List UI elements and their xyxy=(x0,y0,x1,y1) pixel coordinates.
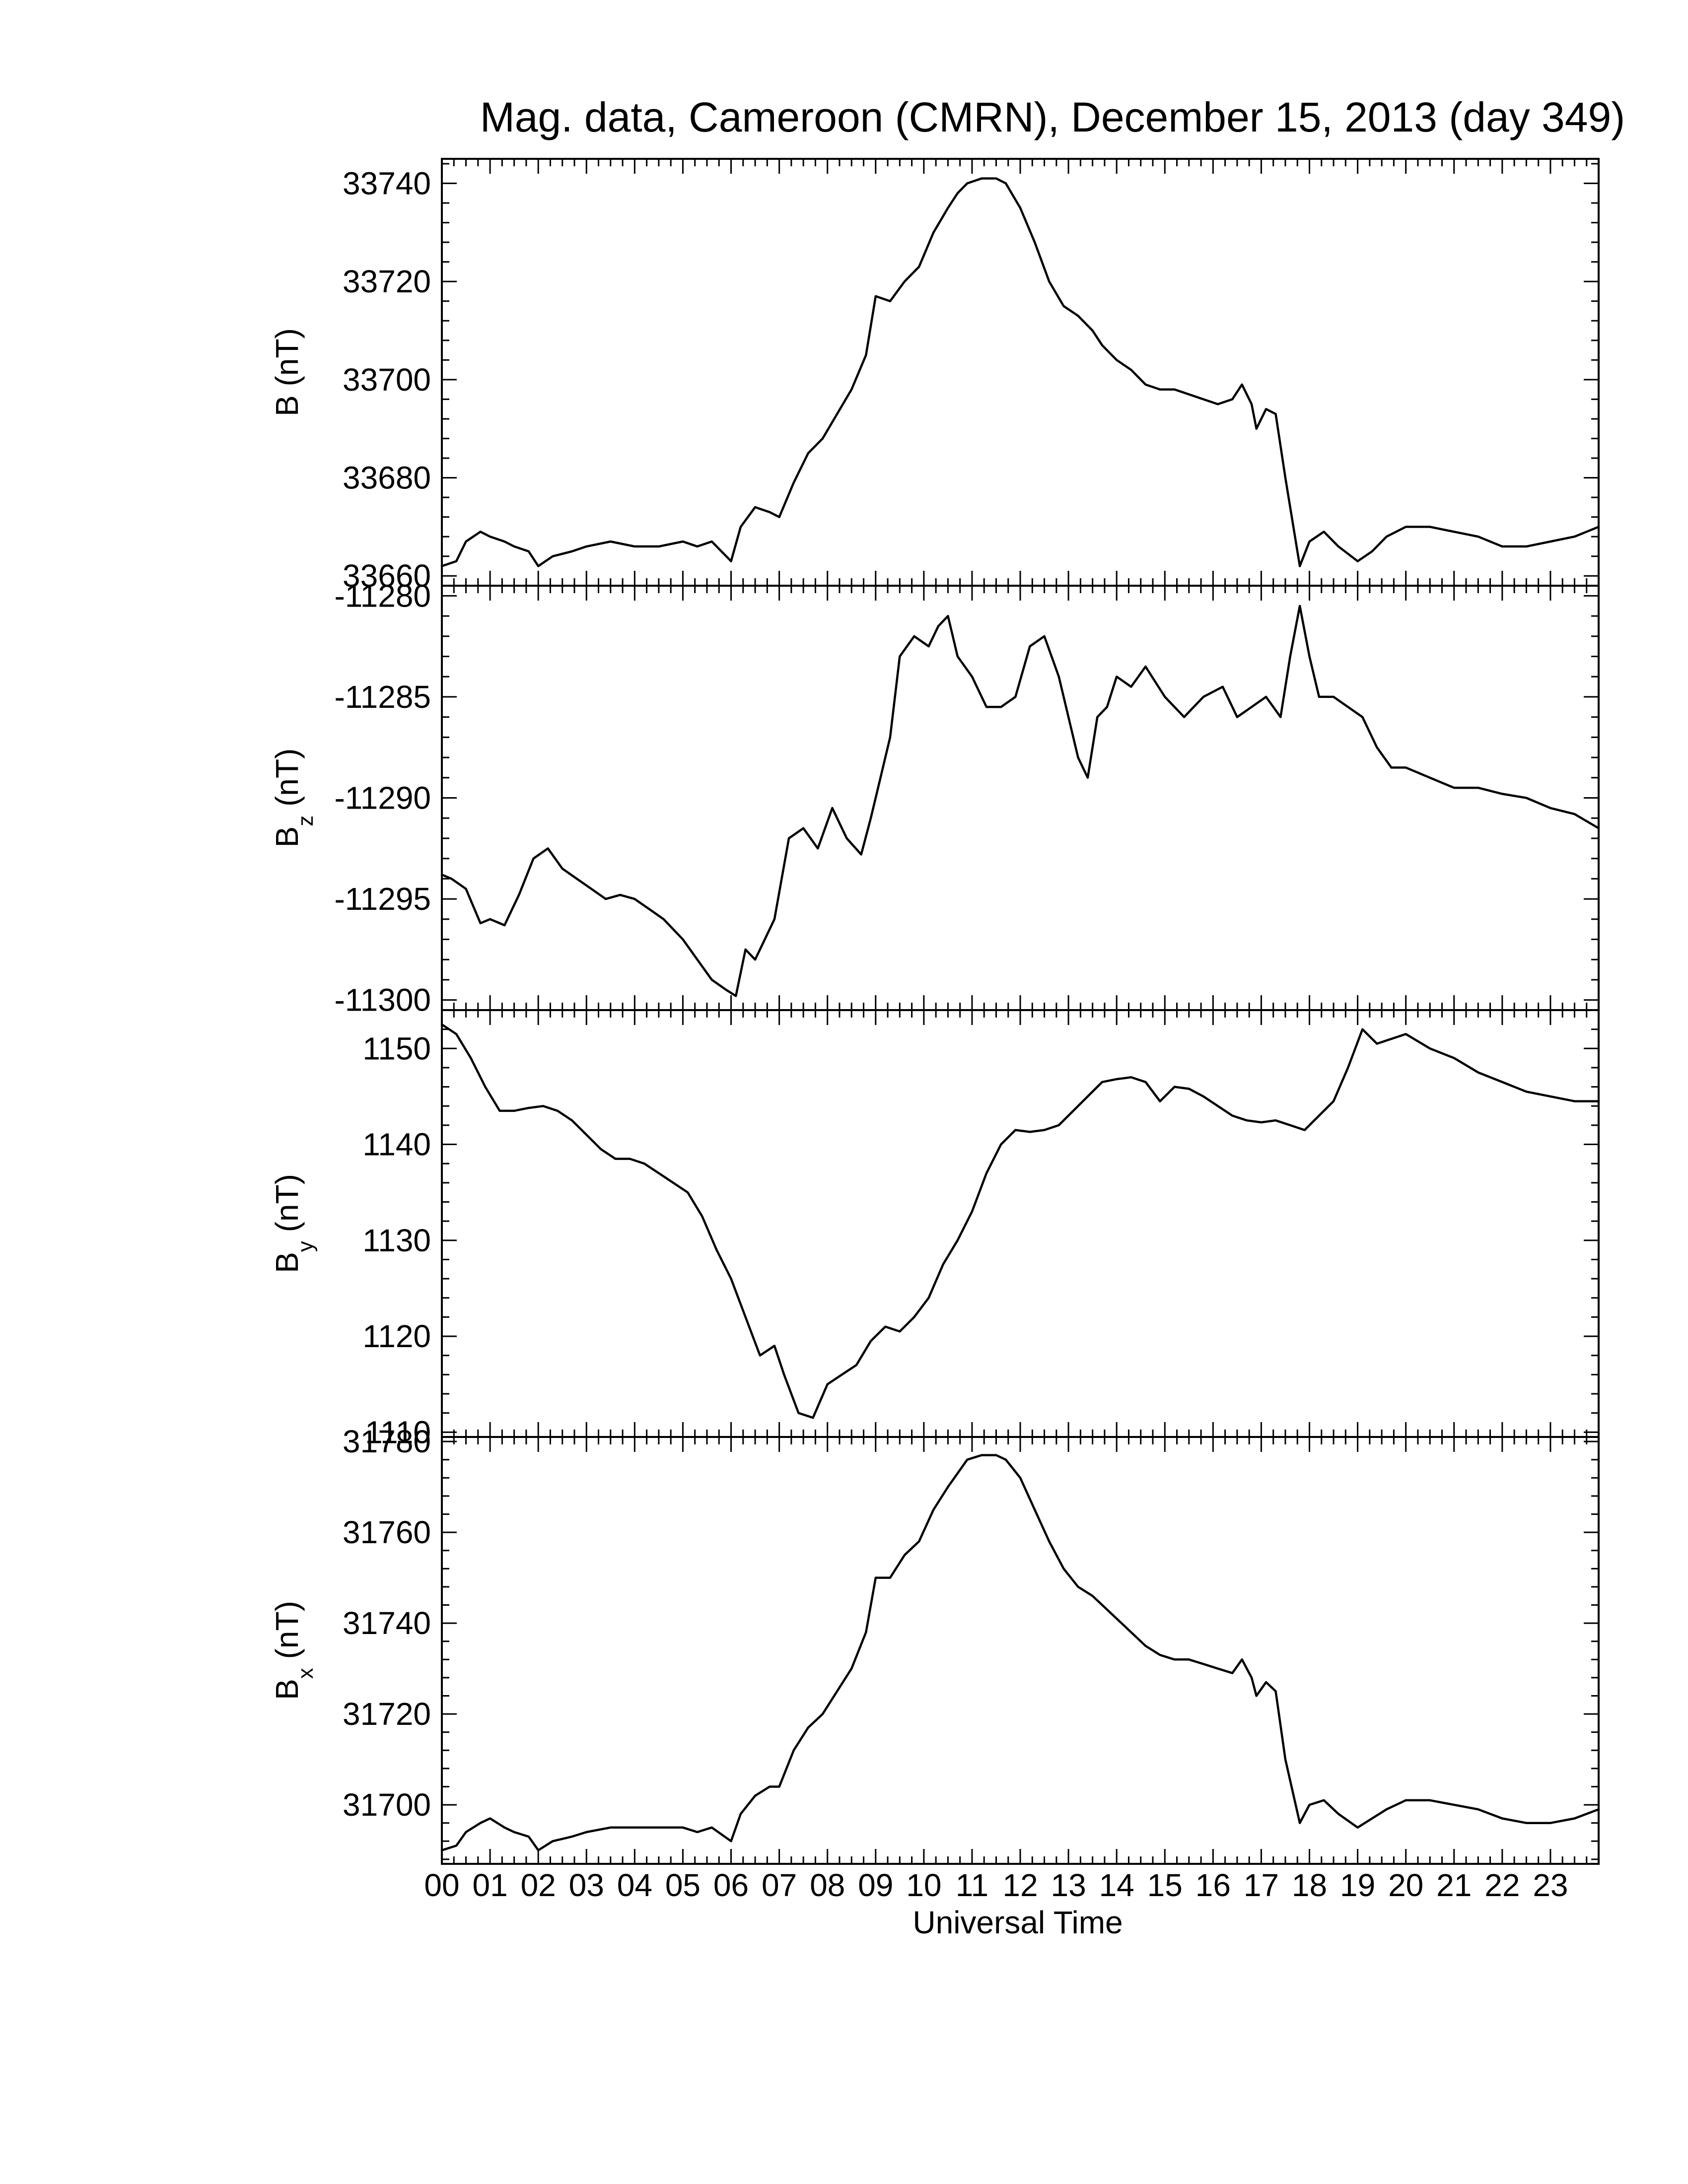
y-tick-label: 31760 xyxy=(343,1514,431,1550)
y-tick-label: 1150 xyxy=(362,1030,431,1066)
x-tick-label: 21 xyxy=(1436,1867,1472,1903)
x-tick-label: 13 xyxy=(1051,1867,1086,1903)
series-line-By xyxy=(440,1023,1600,1419)
x-tick-label: 20 xyxy=(1388,1867,1423,1903)
panel-Bx: 31700 31720 31740 31760 31780 Bx (nT) xyxy=(269,1424,1600,1865)
x-tick-label: 08 xyxy=(810,1867,845,1903)
x-tick-label: 04 xyxy=(617,1867,652,1903)
y-tick-label: -11290 xyxy=(334,780,431,816)
y-axis-title: Bx (nT) xyxy=(269,1601,318,1700)
y-tick-label: -11280 xyxy=(334,578,431,614)
x-tick-label: 17 xyxy=(1244,1867,1279,1903)
x-tick-label: 23 xyxy=(1533,1867,1568,1903)
y-tick-label: 33720 xyxy=(343,264,431,299)
y-tick-label: 31740 xyxy=(343,1605,431,1641)
x-tick-label: 16 xyxy=(1196,1867,1231,1903)
x-axis-tick-labels: 00 01 02 03 04 05 06 07 08 09 10 11 12 13 14 15 16 17 18 19… xyxy=(424,1867,1568,1903)
x-tick-label: 19 xyxy=(1340,1867,1375,1903)
x-tick-label: 06 xyxy=(713,1867,749,1903)
x-tick-label: 22 xyxy=(1484,1867,1520,1903)
x-tick-label: 02 xyxy=(521,1867,556,1903)
x-tick-label: 11 xyxy=(956,1867,988,1903)
x-tick-label: 18 xyxy=(1292,1867,1327,1903)
y-tick-label: 31720 xyxy=(343,1696,431,1732)
x-tick-label: 09 xyxy=(858,1867,893,1903)
plot-frame xyxy=(441,1009,1600,1438)
y-tick-label: 1110 xyxy=(365,1414,431,1450)
y-tick-label: 33740 xyxy=(343,165,431,201)
x-tick-label: 15 xyxy=(1147,1867,1183,1903)
x-axis-label: Universal Time xyxy=(913,1905,1123,1940)
y-tick-label: 33660 xyxy=(343,558,431,594)
y-tick-label: 33680 xyxy=(343,460,431,496)
x-tick-label: 00 xyxy=(424,1867,459,1903)
y-axis-title: By (nT) xyxy=(269,1174,318,1273)
panel-B: 33660 33680 33700 33720 33740 B (nT) xyxy=(269,158,1600,594)
x-tick-label: 10 xyxy=(906,1867,941,1903)
panel-By: 1110 1120 1130 1140 1150 By (nT) xyxy=(269,1009,1600,1450)
x-tick-label: 14 xyxy=(1099,1867,1134,1903)
x-tick-label: 07 xyxy=(762,1867,797,1903)
y-tick-label: 1140 xyxy=(362,1127,431,1162)
series-line-Bx xyxy=(440,1454,1600,1851)
series-line-Bz xyxy=(440,605,1600,997)
x-tick-label: 03 xyxy=(569,1867,604,1903)
y-tick-label: -11300 xyxy=(334,982,431,1018)
y-tick-label: 33700 xyxy=(343,362,431,398)
y-axis-title: B (nT) xyxy=(269,328,305,416)
plot-frame xyxy=(441,585,1600,1011)
x-tick-label: 01 xyxy=(472,1867,507,1903)
y-tick-label: 31780 xyxy=(343,1424,431,1459)
plot-frame xyxy=(441,158,1600,587)
series-line-B xyxy=(440,177,1600,567)
y-tick-label: 1130 xyxy=(362,1223,431,1258)
chart-title: Mag. data, Cameroon (CMRN), December 15,… xyxy=(480,94,1625,140)
y-tick-label: 1120 xyxy=(362,1318,431,1354)
y-tick-label: -11285 xyxy=(334,679,431,715)
y-tick-label: -11295 xyxy=(334,881,431,917)
x-tick-label: 12 xyxy=(1002,1867,1038,1903)
y-tick-label: 31700 xyxy=(343,1787,431,1823)
panel-Bz: -11300 -11295 -11290 -11285 -11280 Bz (nT) xyxy=(269,578,1600,1018)
y-axis-title: Bz (nT) xyxy=(269,749,318,848)
x-tick-label: 05 xyxy=(665,1867,701,1903)
